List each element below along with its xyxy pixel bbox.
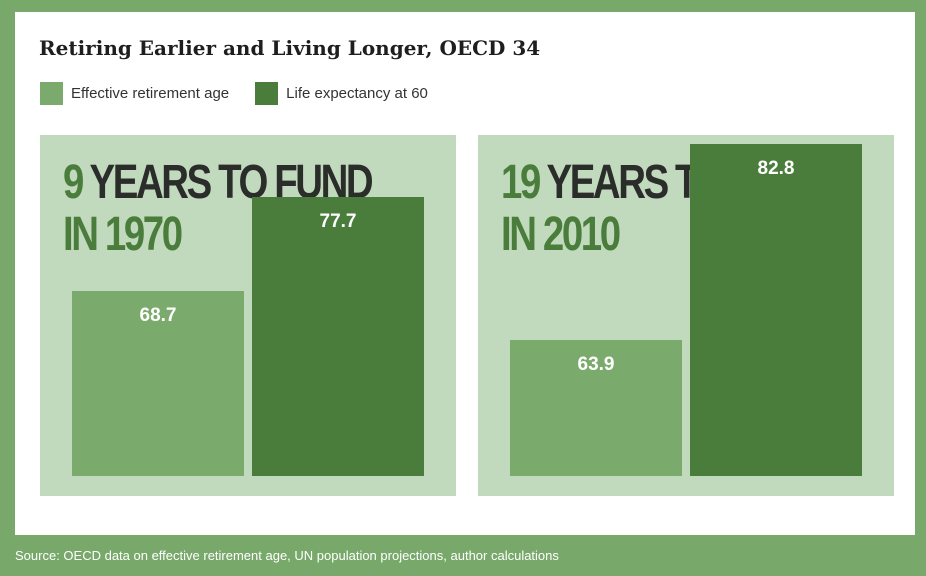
year-line: IN 2010 bbox=[501, 208, 621, 261]
bar-retirement-age-2010: 63.9 bbox=[510, 340, 682, 476]
year-line: IN 1970 bbox=[63, 208, 183, 261]
bar-retirement-age-1970: 68.7 bbox=[72, 291, 244, 476]
legend-item-life-expectancy: Life expectancy at 60 bbox=[255, 81, 428, 105]
bar-label-life-expectancy-2010: 82.8 bbox=[757, 158, 795, 179]
bar-life-expectancy-2010: 82.8 bbox=[690, 144, 862, 476]
chart-card: Retiring Earlier and Living Longer, OECD… bbox=[15, 12, 915, 535]
legend-swatch-retirement-age bbox=[40, 81, 63, 105]
legend: Effective retirement age Life expectancy… bbox=[40, 81, 454, 105]
years-number: 9 bbox=[63, 156, 84, 209]
panel-1970: 9 YEARS TO FUND IN 1970 68.7 77.7 bbox=[40, 135, 456, 496]
bar-label-life-expectancy-1970: 77.7 bbox=[319, 211, 357, 232]
chart-title: Retiring Earlier and Living Longer, OECD… bbox=[39, 36, 541, 60]
legend-swatch-life-expectancy bbox=[255, 81, 279, 105]
panel-2010: 19 YEARS TO FUND IN 2010 63.9 82.8 bbox=[478, 135, 894, 496]
bar-label-retirement-age-1970: 68.7 bbox=[139, 305, 177, 326]
years-number: 19 bbox=[501, 156, 541, 209]
bar-label-retirement-age-2010: 63.9 bbox=[577, 354, 615, 375]
legend-label-retirement-age: Effective retirement age bbox=[71, 84, 230, 102]
legend-item-retirement-age: Effective retirement age bbox=[40, 81, 230, 105]
source-note: Source: OECD data on effective retiremen… bbox=[15, 548, 559, 563]
bar-life-expectancy-1970: 77.7 bbox=[252, 197, 424, 476]
legend-label-life-expectancy: Life expectancy at 60 bbox=[286, 84, 428, 102]
